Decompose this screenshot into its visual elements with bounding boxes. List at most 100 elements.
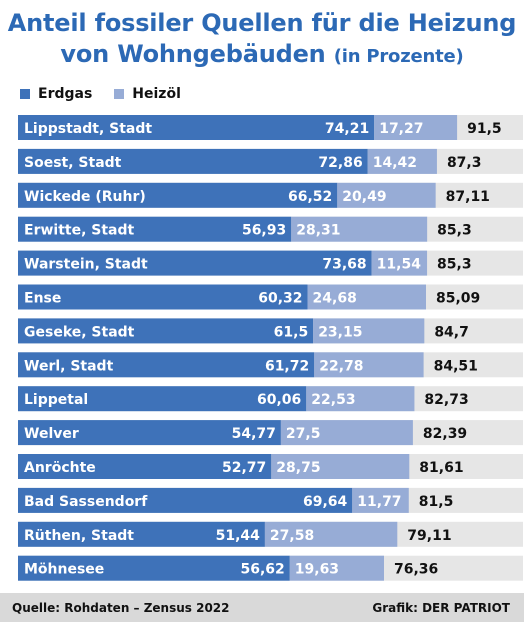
heizoel-value-label: 17,27 — [379, 121, 423, 137]
title-line-1: Anteil fossiler Quellen für die Heizung — [7, 9, 517, 37]
category-label: Ense — [24, 291, 61, 307]
total-value-label: 84,51 — [434, 358, 478, 374]
bar-erdgas — [18, 487, 353, 513]
bar-heizoel — [271, 454, 410, 479]
erdgas-value-label: 74,21 — [325, 121, 369, 137]
legend-label-heizoel: Heizöl — [132, 86, 181, 102]
total-value-label: 85,09 — [436, 291, 480, 307]
bar-heizoel — [289, 555, 384, 581]
legend-item-erdgas: Erdgas — [20, 86, 92, 102]
bar-heizoel — [374, 115, 458, 140]
category-label: Geseke, Stadt — [24, 324, 135, 340]
total-value-label: 81,61 — [419, 460, 463, 476]
total-value-label: 91,5 — [467, 121, 502, 137]
category-label: Rüthen, Stadt — [24, 528, 134, 544]
total-value-label: 82,73 — [424, 392, 468, 408]
heizoel-value-label: 22,78 — [319, 358, 363, 374]
category-label: Welver — [24, 426, 79, 442]
bar-erdgas — [18, 216, 292, 242]
erdgas-value-label: 56,62 — [240, 562, 284, 578]
heizoel-value-label: 11,54 — [377, 257, 422, 273]
legend-label-erdgas: Erdgas — [38, 86, 93, 102]
category-label: Anröchte — [24, 460, 96, 476]
heizoel-value-label: 19,63 — [295, 562, 339, 578]
stacked-bar-chart: Lippstadt, Stadt 74,21 17,27 91,5 Soest, Sta… — [18, 115, 523, 581]
bar-erdgas — [18, 420, 281, 446]
category-label: Möhnesee — [24, 562, 104, 578]
bar-erdgas — [18, 318, 314, 344]
heizoel-value-label: 28,31 — [296, 223, 340, 239]
category-label: Erwitte, Stadt — [24, 223, 135, 239]
bar-heizoel — [280, 420, 413, 446]
total-value-label: 85,3 — [437, 223, 472, 239]
heizoel-value-label: 27,58 — [270, 528, 314, 544]
erdgas-value-label: 73,68 — [322, 257, 366, 273]
title-line-2-text: von Wohngebäuden — [60, 40, 326, 68]
heizoel-value-label: 14,42 — [373, 155, 417, 171]
bar-heizoel — [313, 318, 425, 344]
total-value-label: 82,39 — [423, 426, 467, 442]
erdgas-value-label: 61,5 — [274, 324, 309, 340]
erdgas-value-label: 52,77 — [222, 460, 266, 476]
heizoel-value-label: 11,77 — [357, 494, 401, 510]
category-label: Lippetal — [24, 392, 88, 408]
erdgas-value-label: 60,06 — [257, 392, 301, 408]
bar-heizoel — [291, 216, 428, 242]
bar-heizoel — [352, 487, 409, 513]
heizoel-value-label: 24,68 — [313, 291, 357, 307]
graphic-credit: Grafik: DER PATRIOT — [372, 601, 510, 615]
bar-heizoel — [367, 148, 437, 174]
erdgas-value-label: 60,32 — [258, 291, 302, 307]
bar-erdgas — [18, 454, 272, 479]
total-value-label: 87,3 — [447, 155, 482, 171]
total-value-label: 84,7 — [434, 324, 469, 340]
heizoel-value-label: 28,75 — [276, 460, 320, 476]
title-unit: (in Prozente) — [333, 46, 464, 67]
legend: Erdgas Heizöl — [20, 84, 203, 104]
title-line-2: von Wohngebäuden (in Prozente) — [0, 39, 524, 72]
legend-item-heizoel: Heizöl — [114, 86, 181, 102]
category-label: Wickede (Ruhr) — [24, 189, 146, 205]
erdgas-value-label: 56,93 — [242, 223, 286, 239]
total-value-label: 79,11 — [407, 528, 451, 544]
source-note: Quelle: Rohdaten – Zensus 2022 — [12, 601, 230, 615]
chart-title: Anteil fossiler Quellen für die Heizung … — [0, 8, 524, 72]
footer: Quelle: Rohdaten – Zensus 2022 Grafik: D… — [0, 593, 524, 622]
erdgas-value-label: 54,77 — [232, 426, 276, 442]
total-value-label: 87,11 — [446, 189, 490, 205]
category-label: Werl, Stadt — [24, 358, 114, 374]
bar-erdgas — [18, 182, 338, 208]
erdgas-value-label: 51,44 — [216, 528, 261, 544]
bar-erdgas — [18, 284, 308, 310]
category-label: Bad Sassendorf — [24, 494, 148, 510]
bar-erdgas — [18, 250, 372, 276]
heizoel-value-label: 22,53 — [311, 392, 355, 408]
bar-heizoel — [371, 250, 428, 276]
total-value-label: 85,3 — [437, 257, 472, 273]
bar-heizoel — [314, 352, 424, 378]
bar-erdgas — [18, 555, 290, 581]
category-label: Warstein, Stadt — [24, 257, 148, 273]
category-label: Soest, Stadt — [24, 155, 122, 171]
legend-swatch-heizoel — [114, 89, 125, 99]
total-value-label: 76,36 — [394, 562, 438, 578]
erdgas-value-label: 69,64 — [303, 494, 348, 510]
heizoel-value-label: 27,5 — [286, 426, 321, 442]
bar-erdgas — [18, 148, 368, 174]
heizoel-value-label: 23,15 — [318, 324, 362, 340]
bar-erdgas — [18, 521, 265, 547]
heizoel-value-label: 20,49 — [342, 189, 386, 205]
category-label: Lippstadt, Stadt — [24, 121, 152, 137]
bar-erdgas — [18, 115, 375, 140]
total-value-label: 81,5 — [419, 494, 454, 510]
bar-heizoel — [264, 521, 398, 547]
erdgas-value-label: 61,72 — [265, 358, 309, 374]
erdgas-value-label: 72,86 — [318, 155, 362, 171]
bar-heizoel — [306, 386, 415, 412]
bar-heizoel — [307, 284, 426, 310]
legend-swatch-erdgas — [20, 89, 30, 99]
bar-erdgas — [18, 352, 315, 378]
bar-erdgas — [18, 386, 307, 412]
bar-heizoel — [337, 182, 436, 208]
erdgas-value-label: 66,52 — [288, 189, 332, 205]
